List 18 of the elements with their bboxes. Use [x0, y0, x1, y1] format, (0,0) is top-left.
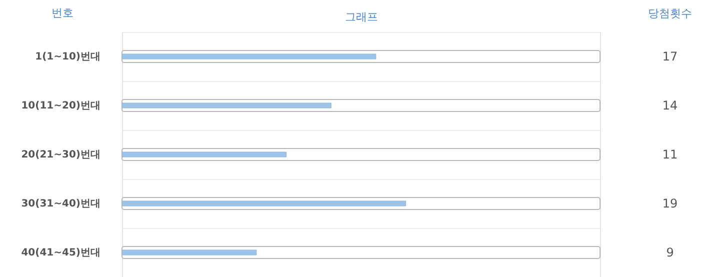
y-axis-title: 번호 — [52, 6, 74, 20]
bar — [122, 152, 287, 158]
y-tick-label: 40(41~45)번대 — [21, 248, 100, 258]
y-tick-label: 1(1~10)번대 — [35, 52, 100, 62]
y-tick-label: 30(31~40)번대 — [21, 198, 100, 210]
y-tick-label: 10(11~20)번대 — [21, 100, 100, 112]
x-axis-title: 그래프 — [345, 10, 378, 24]
data-label: 19 — [662, 196, 678, 210]
data-label: 14 — [662, 98, 678, 112]
legend-title: 당첨횟수 — [648, 7, 692, 20]
data-label: 11 — [662, 148, 678, 162]
data-label: 9 — [666, 246, 674, 260]
bar — [122, 54, 376, 60]
bar — [122, 250, 257, 256]
bar — [122, 102, 332, 108]
y-tick-label: 20(21~30)번대 — [21, 150, 100, 160]
bar — [122, 200, 406, 206]
data-label: 17 — [662, 50, 678, 64]
